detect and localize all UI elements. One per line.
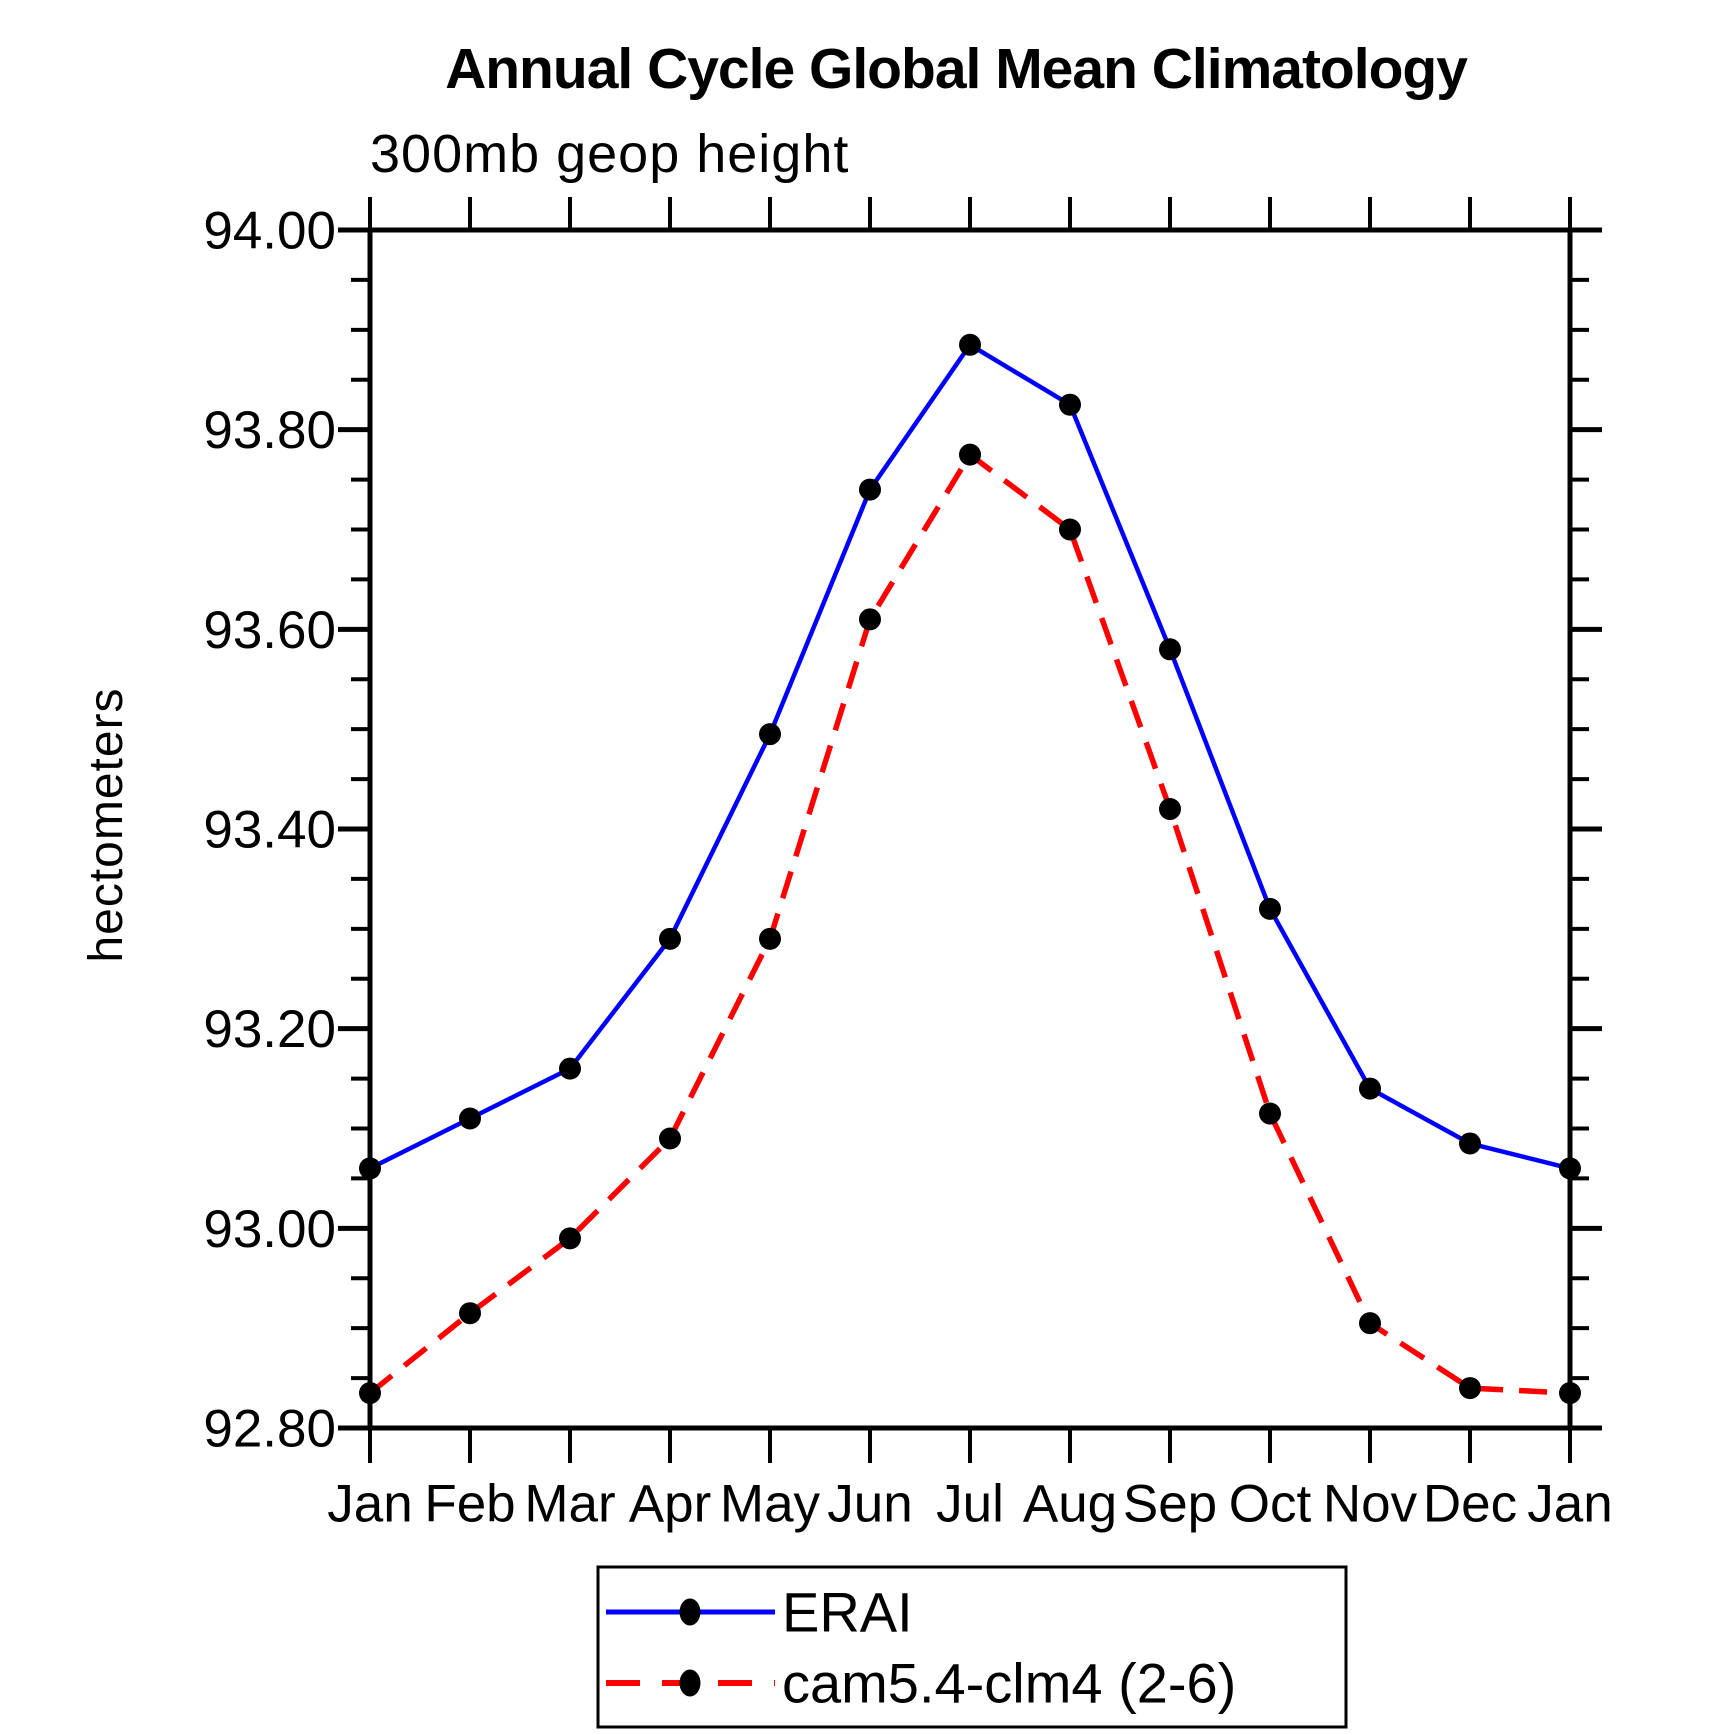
data-point <box>1059 518 1081 541</box>
data-point <box>1259 897 1281 920</box>
legend-box <box>596 1565 1348 1729</box>
data-point <box>859 478 881 501</box>
x-tick-label: Nov <box>1323 1475 1418 1534</box>
data-point <box>1459 1377 1481 1400</box>
data-point <box>659 927 681 950</box>
legend-entry-label: cam5.4-clm4 (2-6) <box>782 1652 1236 1715</box>
x-tick-label: Sep <box>1123 1475 1217 1534</box>
data-point <box>1359 1312 1381 1335</box>
axes-layer <box>338 197 1602 1463</box>
data-point <box>1559 1382 1581 1405</box>
legend-marker <box>679 1598 701 1626</box>
data-point <box>759 927 781 950</box>
data-point <box>1359 1077 1381 1100</box>
y-tick-label: 93.60 <box>203 601 336 660</box>
data-point <box>459 1302 481 1325</box>
x-tick-label: Oct <box>1229 1475 1312 1534</box>
x-tick-label: Jan <box>1527 1475 1612 1534</box>
data-point <box>559 1057 581 1080</box>
data-point <box>959 333 981 356</box>
x-tick-label: Aug <box>1023 1475 1117 1534</box>
x-tick-label: Mar <box>524 1475 615 1534</box>
data-point <box>659 1127 681 1150</box>
data-point <box>359 1157 381 1180</box>
x-tick-label: May <box>720 1475 821 1534</box>
y-tick-label: 92.80 <box>203 1400 336 1459</box>
data-point <box>459 1107 481 1130</box>
data-point <box>1259 1102 1281 1125</box>
data-point <box>1459 1132 1481 1155</box>
y-tick-label: 93.00 <box>203 1200 336 1259</box>
y-axis-label: hectometers <box>80 687 133 962</box>
data-point <box>859 608 881 631</box>
x-tick-label: Dec <box>1423 1475 1517 1534</box>
data-point <box>1159 798 1181 821</box>
y-tick-label: 93.80 <box>203 401 336 460</box>
x-tick-label: Jun <box>827 1475 912 1534</box>
chart-title: Annual Cycle Global Mean Climatology <box>445 37 1468 101</box>
legend-marker <box>679 1669 701 1697</box>
y-tick-labels: 92.80 93.00 93.20 93.40 93.60 93.80 94.00 <box>203 202 336 1459</box>
y-tick-label: 94.00 <box>203 202 336 261</box>
data-point <box>1059 393 1081 416</box>
data-point <box>1159 638 1181 661</box>
data-point <box>359 1382 381 1405</box>
data-point <box>959 443 981 466</box>
y-tick-label: 93.40 <box>203 801 336 860</box>
plot-frame <box>367 227 1573 1431</box>
data-point <box>1559 1157 1581 1180</box>
x-tick-label: Jan <box>327 1475 412 1534</box>
series-layer <box>359 333 1581 1405</box>
data-point <box>559 1227 581 1250</box>
series-line-0 <box>368 341 1571 1171</box>
chart-subtitle: 300mb geop height <box>370 124 849 184</box>
legend-entry-label: ERAI <box>782 1581 913 1644</box>
x-tick-label: Jul <box>936 1475 1004 1534</box>
y-tick-label: 93.20 <box>203 1000 336 1059</box>
series-line-1 <box>368 450 1571 1396</box>
x-tick-label: Apr <box>629 1475 711 1534</box>
legend: ERAI cam5.4-clm4 (2-6) <box>596 1565 1348 1729</box>
x-tick-labels: Jan Feb Mar Apr May Jun Jul Aug Sep Oct Nov Dec Jan <box>327 1475 1612 1534</box>
x-tick-label: Feb <box>424 1475 515 1534</box>
data-point <box>759 723 781 746</box>
